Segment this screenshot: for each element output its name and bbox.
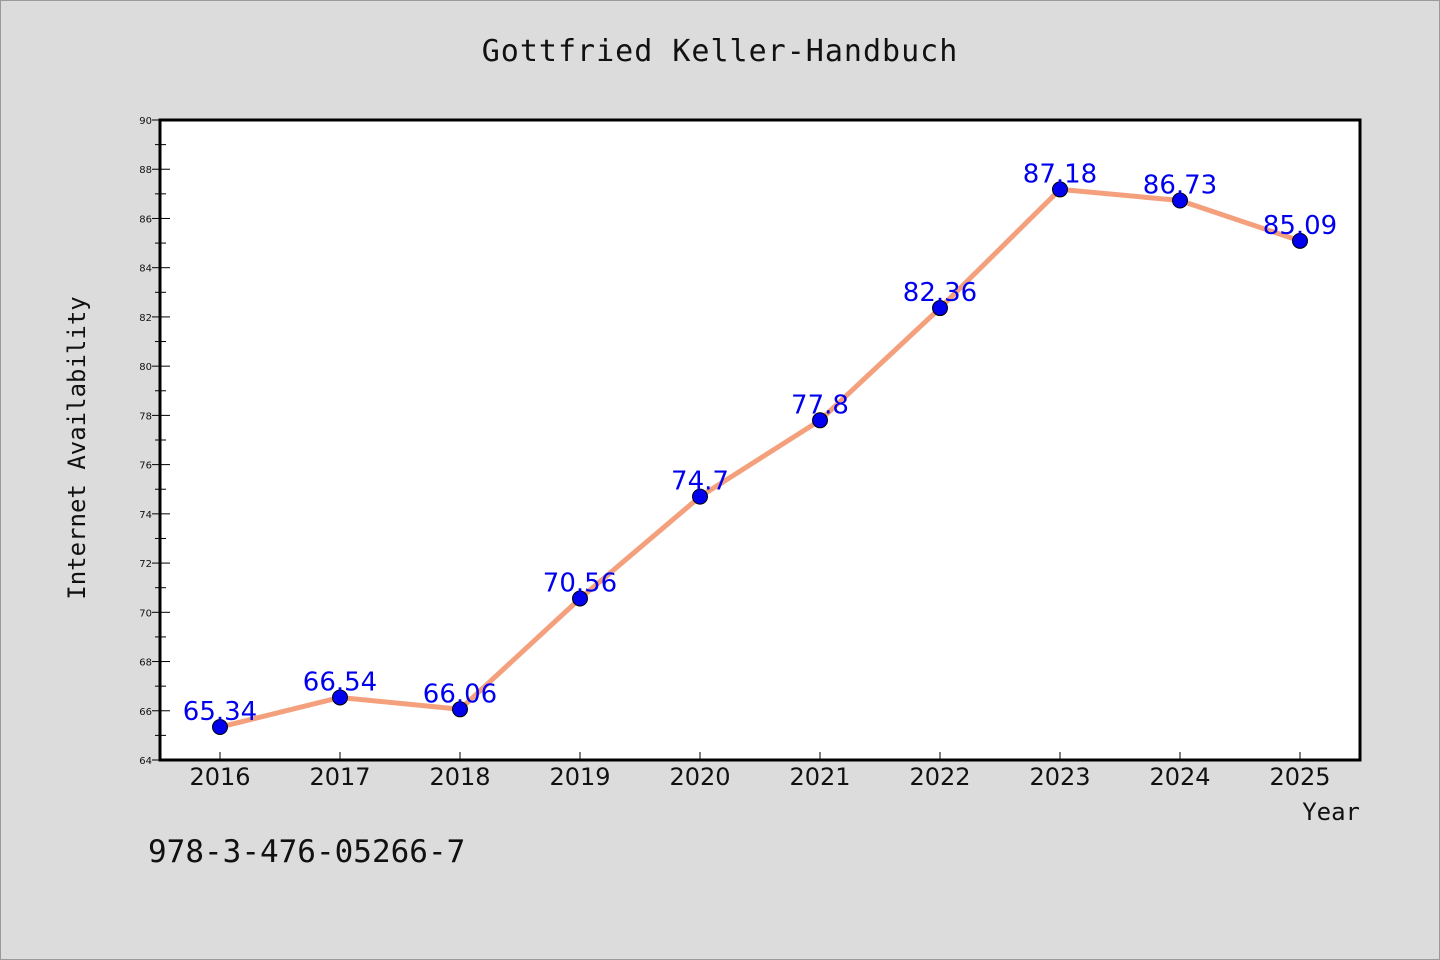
y-tick-label: 86 [139,214,152,225]
y-axis-label: Internet Availability [63,296,91,599]
x-axis: 2016 2017 2018 2019 2020 2021 2022 2023 2024 2025 [189,752,1331,791]
data-point [332,689,348,706]
data-point [1292,232,1308,249]
data-labels: 65.34 66.54 66.06 70.56 74.7 77.8 82.36 87.18 86… [183,159,1337,727]
x-axis-label: Year [1302,798,1360,826]
series-markers [212,181,1308,736]
y-tick-label: 76 [139,461,152,472]
x-tick-label: 2018 [429,763,490,791]
data-label: 82.36 [903,278,977,308]
y-tick-label: 70 [139,608,152,619]
data-label: 66.06 [423,679,497,709]
x-tick-label: 2019 [549,763,610,791]
footer-isbn: 978-3-476-05266-7 [148,834,466,870]
x-tick-label: 2025 [1269,763,1330,791]
data-label: 86.73 [1143,170,1217,200]
chart-title: Gottfried Keller-Handbuch [481,34,959,69]
y-tick-label: 78 [139,411,152,422]
y-tick-label: 72 [139,559,152,570]
data-label: 66.54 [303,667,377,697]
data-label: 77.8 [791,390,849,420]
data-point [212,719,228,736]
data-label: 65.34 [183,697,257,727]
data-point [572,590,588,607]
x-tick-label: 2021 [789,763,850,791]
y-tick-label: 66 [139,707,152,718]
data-point [932,300,948,317]
y-tick-label: 64 [139,756,152,767]
data-point [1052,181,1068,198]
y-tick-label: 80 [139,362,152,373]
y-tick-label: 88 [139,165,152,176]
series-line [219,186,1301,730]
x-tick-label: 2017 [309,763,370,791]
x-tick-label: 2023 [1029,763,1090,791]
y-tick-label: 90 [139,116,152,127]
y-axis: 64 66 68 70 72 74 76 78 80 82 84 86 88 90 [139,116,170,767]
y-tick-label: 82 [139,313,152,324]
data-label: 74.7 [671,467,729,497]
data-point [692,488,708,505]
x-tick-label: 2024 [1149,763,1210,791]
x-tick-label: 2020 [669,763,730,791]
plot-area [158,118,1362,762]
x-tick-label: 2016 [189,763,250,791]
y-tick-label: 74 [139,510,152,521]
data-label: 70.56 [543,569,617,599]
data-label: 85.09 [1263,211,1337,241]
y-tick-label: 84 [139,264,152,275]
data-point [1172,192,1188,209]
data-point [452,701,468,718]
y-tick-label: 68 [139,658,152,669]
data-label: 87.18 [1023,159,1097,189]
data-point [812,412,828,429]
x-tick-label: 2022 [909,763,970,791]
